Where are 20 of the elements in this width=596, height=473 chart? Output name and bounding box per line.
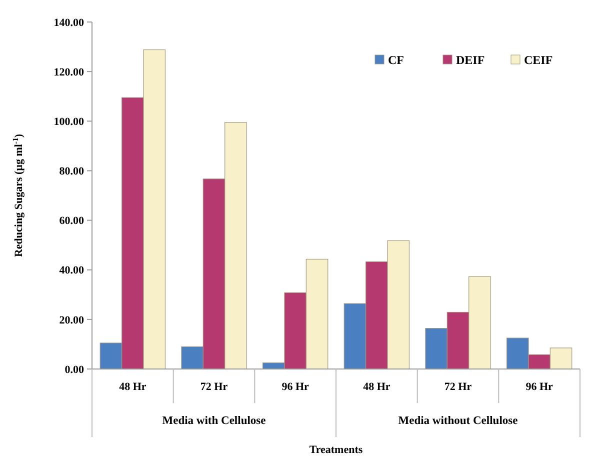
legend-label: CF [388,53,404,68]
y-tick-label: 140.00 [54,16,84,29]
legend-label: DEIF [456,53,485,68]
x-tick-label: 48 Hr [119,381,146,393]
y-tick-label: 120.00 [54,66,84,78]
text: Media without Cellulose [398,415,518,427]
x-tick-label: 48 Hr [363,381,390,393]
x-tick-label: 72 Hr [200,381,228,393]
text: Media with Cellulose [162,415,266,427]
y-tick-label: 80.00 [59,166,84,178]
x-tick-label: 96 Hr [282,381,310,393]
y-tick-label: 100.00 [54,116,84,128]
x-tick-label: 72 Hr [444,381,472,393]
x-axis-title: Treatments [309,444,364,456]
legend-label: CEIF [524,53,553,68]
y-tick-label: 0.00 [64,364,84,376]
y-tick-label: 20.00 [59,314,84,326]
y-tick-label: 60.00 [59,215,84,228]
y-tick-label: 40.00 [59,264,84,277]
x-tick-label: 96 Hr [526,381,554,393]
